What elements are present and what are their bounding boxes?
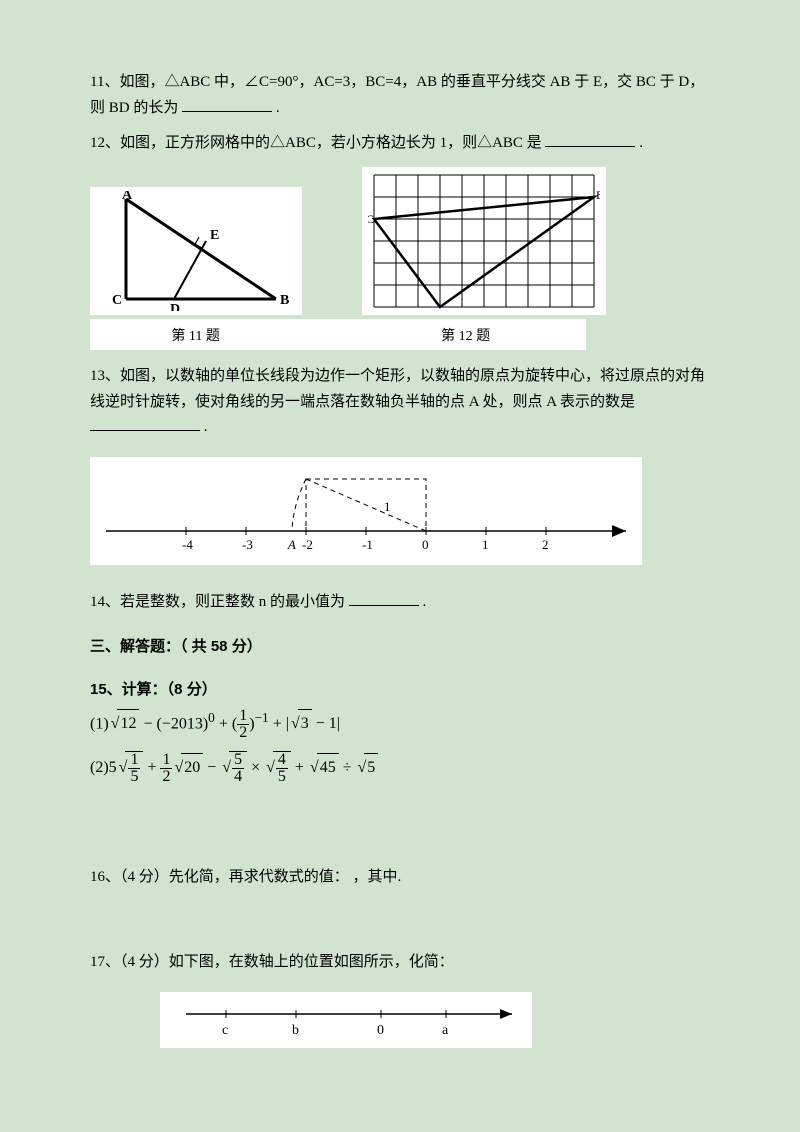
section-3-title: 三、解答题：（ 共 58 分） bbox=[90, 634, 710, 660]
q12-dot: . bbox=[639, 135, 643, 151]
figure-row-11-12: ABCDE CB bbox=[90, 167, 710, 315]
figure-13-svg: -4 -3 -2 -1 0 1 2 1 A bbox=[96, 461, 636, 561]
figure-17: c b 0 a bbox=[160, 992, 532, 1048]
svg-text:C: C bbox=[368, 212, 374, 226]
q13-dot: . bbox=[204, 419, 208, 435]
eq1-expneg1: −1 bbox=[255, 710, 269, 725]
sqrt-frac15-icon: 15 bbox=[117, 751, 144, 785]
svg-text:A: A bbox=[287, 537, 296, 552]
frac-half2-icon: 12 bbox=[160, 752, 172, 785]
svg-text:2: 2 bbox=[542, 537, 549, 552]
question-17: 17、（4 分）如下图，在数轴上的位置如图所示，化简： bbox=[90, 950, 710, 976]
eq2-prefix: (2)5 bbox=[90, 759, 117, 776]
q13-blank[interactable] bbox=[90, 416, 200, 431]
frac-half-icon: 12 bbox=[237, 708, 249, 741]
sqrt-12-icon: 12 bbox=[109, 709, 140, 737]
svg-text:c: c bbox=[222, 1023, 228, 1038]
figure-13: -4 -3 -2 -1 0 1 2 1 A bbox=[90, 457, 642, 565]
svg-text:1: 1 bbox=[384, 499, 391, 514]
sqrt-20-icon: 20 bbox=[172, 753, 203, 781]
svg-text:D: D bbox=[170, 302, 180, 311]
q16-text: 16、（4 分）先化简，再求代数式的值： ，其中. bbox=[90, 869, 401, 885]
question-11: 11、如图，△ABC 中，∠C=90°，AC=3，BC=4，AB 的垂直平分线交… bbox=[90, 70, 710, 121]
q13-text: 13、如图，以数轴的单位长线段为边作一个矩形，以数轴的原点为旋转中心，将过原点的… bbox=[90, 368, 705, 410]
svg-text:0: 0 bbox=[422, 537, 429, 552]
eq1-base: (−2013) bbox=[156, 715, 208, 732]
q15-eq2: (2)515 + 1220 − 54 × 45 + 45 ÷ 5 bbox=[90, 751, 710, 785]
q12-blank[interactable] bbox=[545, 132, 635, 147]
q14-blank[interactable] bbox=[349, 591, 419, 606]
svg-text:a: a bbox=[442, 1023, 449, 1038]
svg-text:-3: -3 bbox=[242, 537, 253, 552]
q14-text: 14、若是整数，则正整数 n 的最小值为 bbox=[90, 594, 345, 610]
figure-11: A B C D E bbox=[90, 187, 302, 315]
svg-text:B: B bbox=[596, 188, 600, 202]
eq1-exp0: 0 bbox=[208, 710, 215, 725]
svg-text:-4: -4 bbox=[182, 537, 193, 552]
question-16: 16、（4 分）先化简，再求代数式的值： ，其中. bbox=[90, 865, 710, 891]
figure-12: CB bbox=[362, 167, 606, 315]
svg-text:-2: -2 bbox=[302, 537, 313, 552]
svg-text:b: b bbox=[292, 1023, 299, 1038]
figure-caption-bar: 第 11 题 第 12 题 bbox=[90, 319, 586, 351]
svg-text:B: B bbox=[280, 293, 289, 308]
question-12: 12、如图，正方形网格中的△ABC，若小方格边长为 1，则△ABC 是 . bbox=[90, 131, 710, 157]
q15-eq1: (1)12 − (−2013)0 + (12)−1 + 3 − 1 bbox=[90, 707, 710, 741]
figure-12-svg: CB bbox=[368, 171, 600, 311]
question-13: 13、如图，以数轴的单位长线段为边作一个矩形，以数轴的原点为旋转中心，将过原点的… bbox=[90, 364, 710, 441]
sqrt-45-icon: 45 bbox=[308, 753, 339, 781]
svg-text:A: A bbox=[122, 191, 133, 203]
q12-text: 12、如图，正方形网格中的△ABC，若小方格边长为 1，则△ABC 是 bbox=[90, 135, 542, 151]
abs-icon: 3 − 1 bbox=[286, 715, 340, 732]
q11-dot: . bbox=[276, 100, 280, 116]
sqrt-5-icon: 5 bbox=[355, 753, 378, 781]
figure-11-svg: A B C D E bbox=[96, 191, 296, 311]
svg-text:-1: -1 bbox=[362, 537, 373, 552]
question-14: 14、若是整数，则正整数 n 的最小值为 . bbox=[90, 590, 710, 616]
svg-text:1: 1 bbox=[482, 537, 489, 552]
sqrt-54-icon: 54 bbox=[220, 751, 247, 785]
sqrt-45frac-icon: 45 bbox=[264, 751, 291, 785]
svg-text:0: 0 bbox=[377, 1023, 384, 1038]
q11-blank[interactable] bbox=[182, 97, 272, 112]
svg-text:C: C bbox=[112, 293, 122, 308]
caption-12: 第 12 题 bbox=[353, 325, 578, 349]
eq1-prefix: (1) bbox=[90, 715, 109, 732]
q17-text: 17、（4 分）如下图，在数轴上的位置如图所示，化简： bbox=[90, 954, 454, 970]
q14-dot: . bbox=[423, 594, 427, 610]
q15-head: 15、计算：（8 分） bbox=[90, 677, 710, 703]
caption-11: 第 11 题 bbox=[98, 325, 293, 349]
figure-17-svg: c b 0 a bbox=[166, 996, 526, 1044]
svg-text:E: E bbox=[210, 228, 219, 243]
